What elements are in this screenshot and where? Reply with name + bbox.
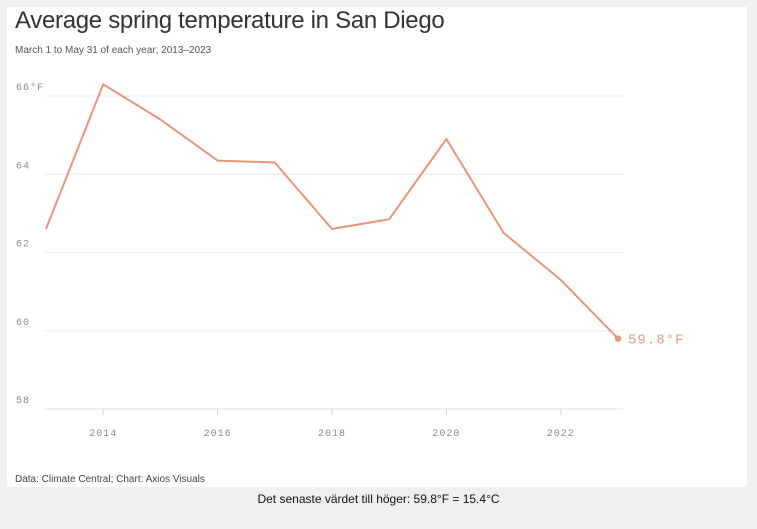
x-tick-label: 2018 <box>318 429 346 440</box>
chart-source: Data: Climate Central; Chart: Axios Visu… <box>15 474 205 485</box>
y-tick-label: 66°F <box>16 82 44 94</box>
series-layer <box>45 83 622 342</box>
x-tick-label: 2016 <box>204 429 232 440</box>
x-tick-label: 2014 <box>89 429 117 440</box>
x-axis: 2014 2016 2018 2020 2022 <box>89 409 575 440</box>
series-line <box>45 83 619 340</box>
y-tick-label: 60 <box>16 318 30 329</box>
chart-title: Average spring temperature in San Diego <box>15 7 445 34</box>
chart-card: Average spring temperature in San Diego … <box>7 7 747 487</box>
label-layer: 59.8°F <box>628 333 684 349</box>
y-tick-label: 58 <box>16 396 30 407</box>
grid-layer: 58 60 62 64 66°F <box>16 82 623 410</box>
y-tick-label: 62 <box>16 240 30 251</box>
x-tick-label: 2020 <box>432 429 460 440</box>
chart-subtitle: March 1 to May 31 of each year; 2013–202… <box>15 45 212 56</box>
x-tick-label: 2022 <box>547 429 575 440</box>
last-value-point <box>614 335 622 342</box>
y-tick-label: 64 <box>16 161 30 172</box>
line-chart: 58 60 62 64 66°F 2014 2016 2018 2020 2022 59.8°F <box>16 82 684 440</box>
last-value-label: 59.8°F <box>628 333 684 349</box>
caption-text: Det senaste värdet till höger: 59.8°F = … <box>257 492 500 506</box>
